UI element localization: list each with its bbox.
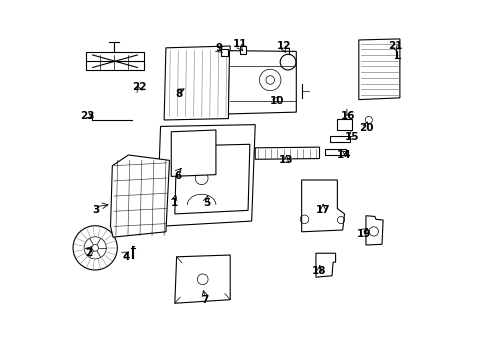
Bar (221, 49, 228, 56)
FancyBboxPatch shape (85, 52, 144, 70)
Polygon shape (365, 216, 382, 245)
Text: 16: 16 (340, 111, 355, 121)
Bar (329, 136, 349, 143)
Polygon shape (255, 147, 319, 159)
Polygon shape (157, 125, 255, 226)
Text: 4: 4 (122, 252, 129, 262)
Text: 8: 8 (176, 89, 183, 99)
Polygon shape (110, 155, 169, 237)
Text: 1: 1 (171, 198, 178, 208)
Text: 2: 2 (84, 248, 92, 258)
Text: 11: 11 (232, 39, 246, 49)
Bar (324, 149, 346, 155)
Text: 23: 23 (80, 111, 94, 121)
Polygon shape (175, 255, 230, 303)
Text: 13: 13 (279, 156, 293, 165)
Polygon shape (358, 39, 399, 100)
Text: 12: 12 (276, 41, 290, 51)
Polygon shape (228, 51, 296, 114)
Text: 17: 17 (315, 205, 330, 215)
Text: 7: 7 (201, 295, 208, 305)
Polygon shape (315, 253, 335, 277)
Text: 15: 15 (344, 132, 358, 142)
Text: 19: 19 (356, 229, 370, 239)
Text: 14: 14 (337, 150, 351, 160)
Text: 3: 3 (92, 205, 99, 215)
Text: 20: 20 (358, 123, 372, 133)
Text: 21: 21 (387, 41, 402, 51)
Polygon shape (301, 180, 344, 232)
Text: 18: 18 (312, 266, 326, 276)
Text: 5: 5 (203, 198, 210, 208)
Text: 10: 10 (269, 96, 284, 107)
Polygon shape (164, 46, 230, 120)
Polygon shape (171, 130, 216, 176)
Text: 22: 22 (132, 82, 146, 92)
Text: 9: 9 (216, 43, 223, 53)
Bar (240, 46, 246, 54)
Text: 6: 6 (174, 171, 181, 181)
Bar (337, 119, 351, 130)
